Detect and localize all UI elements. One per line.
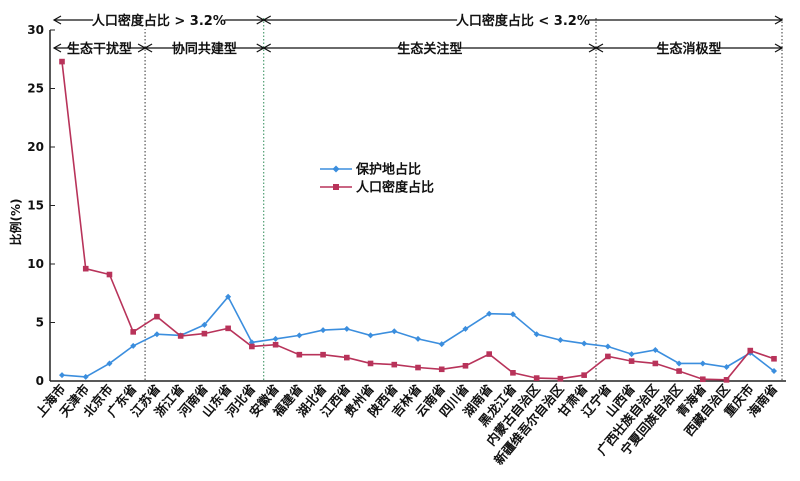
sub-group-2-arrow-left — [143, 43, 153, 53]
point-series-1 — [296, 332, 303, 339]
point-series-1 — [201, 321, 208, 328]
point-series-1 — [106, 360, 113, 367]
point-series-2 — [438, 366, 445, 373]
point-series-2 — [533, 375, 540, 381]
point-series-2 — [723, 377, 730, 383]
point-series-1 — [320, 327, 327, 334]
y-tick-label: 0 — [36, 374, 44, 388]
y-tick-label: 15 — [27, 199, 44, 213]
sub-group-3-label: 生态关注型 — [397, 41, 462, 57]
point-series-1 — [628, 351, 635, 358]
sub-group-3-arrow-left — [262, 43, 272, 53]
point-series-2 — [130, 329, 136, 335]
axes: 0 5 10 15 20 25 30 — [27, 23, 786, 388]
point-series-1 — [557, 337, 564, 344]
point-series-1 — [59, 372, 65, 379]
point-series-2 — [154, 313, 160, 320]
point-series-2 — [628, 358, 635, 364]
point-series-1 — [153, 331, 160, 338]
point-series-1 — [82, 373, 89, 380]
y-tick-label: 30 — [27, 23, 44, 37]
point-series-2 — [676, 368, 682, 374]
sub-group-1-label-bg — [71, 39, 128, 57]
top-group-2-arrow-left — [262, 15, 272, 25]
point-series-2 — [771, 355, 777, 362]
point-series-2 — [249, 343, 255, 350]
group-brackets: 人口密度占比 > 3.2% 人口密度占比 < 3.2% 生态干扰型 协同共建型 生态关注… — [52, 11, 784, 57]
point-series-2 — [415, 364, 421, 371]
y-tick-label: 10 — [27, 257, 44, 271]
y-axis-label: 比例(%) — [8, 199, 23, 246]
sub-group-4-arrow-left — [594, 43, 604, 53]
point-series-2 — [344, 354, 350, 361]
point-series-2 — [59, 58, 65, 65]
point-series-1 — [438, 341, 445, 348]
point-series-1 — [509, 311, 516, 318]
y-tick-label: 20 — [27, 140, 44, 154]
point-series-1 — [225, 293, 232, 300]
point-series-2 — [201, 330, 208, 337]
point-series-1 — [604, 343, 611, 350]
point-series-2 — [652, 360, 659, 367]
sub-group-2-label-bg — [176, 39, 233, 57]
point-series-1 — [486, 310, 493, 317]
y-tick-label: 5 — [36, 316, 44, 330]
point-series-2 — [391, 361, 398, 368]
point-series-1 — [272, 335, 279, 342]
point-series-1 — [130, 342, 137, 349]
point-series-2 — [486, 351, 492, 357]
series-layer — [59, 58, 777, 383]
point-series-2 — [296, 351, 303, 358]
point-series-1 — [699, 360, 706, 367]
sub-group-4-label-bg — [661, 39, 717, 57]
top-group-1-arrow-left — [52, 15, 62, 25]
top-group-2-arrow-right — [774, 15, 784, 25]
point-series-2 — [82, 265, 89, 272]
legend-label-2: 人口密度占比 — [356, 180, 434, 196]
point-series-2 — [747, 347, 754, 354]
sub-group-3-label-bg — [402, 39, 458, 57]
point-series-2 — [177, 333, 184, 339]
point-series-1 — [676, 360, 683, 367]
legend-label-1: 保护地占比 — [355, 162, 421, 178]
point-series-1 — [462, 325, 469, 332]
point-series-2 — [462, 362, 469, 369]
point-series-2 — [320, 351, 326, 358]
sub-group-4-arrow-right — [774, 43, 784, 53]
sub-group-4-label: 生态消极型 — [656, 41, 721, 57]
sub-group-1-arrow-left — [52, 43, 62, 53]
point-series-2 — [367, 360, 374, 367]
sub-group-2-label: 协同共建型 — [172, 41, 237, 57]
point-series-2 — [106, 271, 113, 278]
x-tick-labels: 上海市天津市北京市广东省江苏省浙江省河南省山东省河北省安徽省福建省湖北省江西省贵… — [33, 381, 781, 468]
point-series-1 — [723, 363, 730, 370]
top-group-2-label: 人口密度占比 < 3.2% — [456, 13, 590, 29]
point-series-2 — [581, 372, 587, 378]
point-series-2 — [605, 353, 611, 360]
point-series-1 — [391, 328, 398, 335]
point-series-2 — [700, 376, 706, 383]
series-line-2 — [61, 61, 775, 381]
point-series-2 — [272, 341, 279, 348]
top-group-2-label-bg — [457, 11, 589, 29]
point-series-2 — [225, 325, 231, 332]
sub-group-1-label: 生态干扰型 — [67, 41, 132, 57]
point-series-2 — [510, 370, 516, 376]
point-series-1 — [367, 332, 374, 339]
y-tick-label: 25 — [27, 82, 44, 96]
point-series-1 — [415, 335, 421, 342]
point-series-1 — [343, 325, 350, 332]
group-divider-lines — [144, 18, 783, 381]
top-group-1-label: 人口密度占比 > 3.2% — [92, 13, 226, 29]
point-series-1 — [652, 346, 659, 353]
point-series-1 — [771, 368, 777, 375]
legend-marker-1 — [332, 165, 340, 173]
legend-marker-2 — [333, 184, 339, 190]
point-series-1 — [581, 340, 588, 347]
point-series-2 — [557, 375, 564, 382]
top-group-1-label-bg — [93, 11, 225, 29]
point-series-1 — [533, 331, 540, 338]
